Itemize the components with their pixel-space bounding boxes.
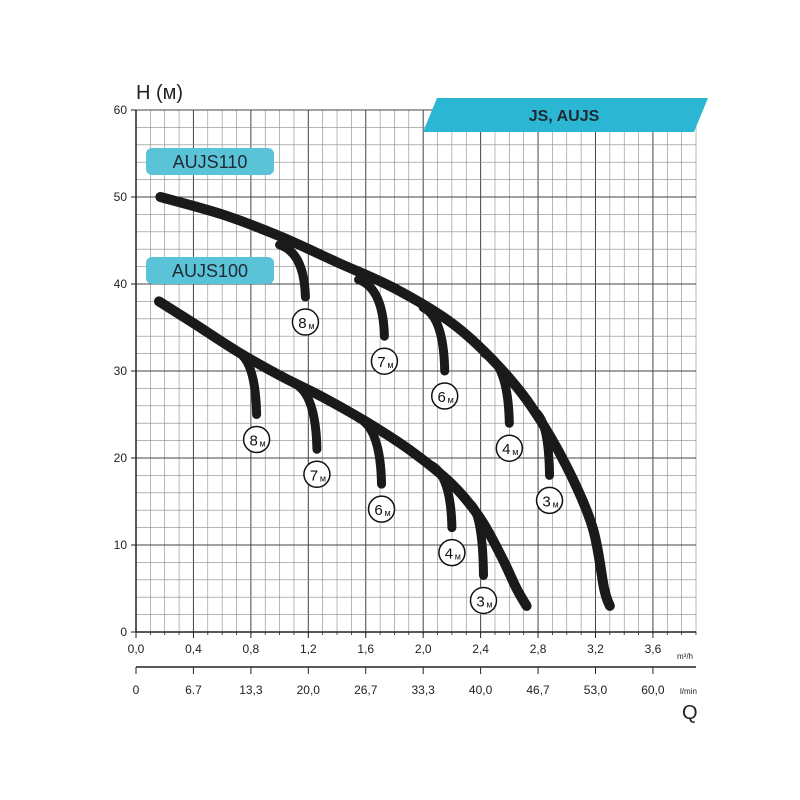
chart-title: JS, AUJS — [529, 108, 600, 125]
suction-height-unit: м — [384, 508, 390, 518]
x-tick-label: 1,2 — [300, 642, 317, 656]
x2-tick-label: 20,0 — [297, 683, 321, 697]
x2-tick-label: 33,3 — [411, 683, 435, 697]
suction-height-label: 4 — [502, 441, 510, 458]
header-banner — [423, 98, 708, 132]
suction-height-label-circle — [367, 495, 396, 523]
suction-height-unit: м — [512, 447, 518, 457]
suction-drop-curve — [275, 240, 310, 302]
x-axis-primary-ticks: 0,0 0,4 0,8 1,2 1,6 2,0 2,4 2,8 3,2 3,6 — [128, 632, 697, 656]
suction-height-label-circle — [291, 308, 320, 336]
x2-tick-label: 13,3 — [239, 683, 263, 697]
suction-drop-curve — [354, 275, 389, 341]
legend-badge-aujs110 — [146, 148, 274, 175]
x2-tick-label: 60,0 — [641, 683, 665, 697]
y-axis-ticks: 0 10 20 30 40 50 60 — [114, 103, 136, 639]
x2-tick-label: 40,0 — [469, 683, 493, 697]
suction-height-label: 6 — [374, 502, 382, 519]
suction-height-label: 3 — [542, 493, 550, 510]
x-axis-secondary-ticks: 0 6.7 13,3 20,0 26,7 33,3 40,0 46,7 53,0 60,0 — [133, 667, 665, 697]
suction-height-label: 6 — [438, 389, 446, 406]
series-line-aujs100 — [153, 296, 532, 611]
x-tick-label: 0,4 — [185, 642, 202, 656]
x-tick-label: 2,8 — [530, 642, 547, 656]
y-tick-label: 60 — [114, 103, 128, 117]
suction-height-label: 8 — [249, 433, 257, 450]
suction-height-unit: м — [552, 499, 558, 509]
suction-height-unit: м — [320, 473, 326, 483]
x-tick-label: 3,2 — [587, 642, 604, 656]
y-tick-label: 50 — [114, 190, 128, 204]
legend-label-aujs100: AUJS100 — [172, 261, 248, 281]
suction-height-label-circle — [303, 460, 331, 489]
x-tick-label: 3,6 — [645, 642, 662, 656]
drop-labels-layer: 8 м7 м6 м4 м3 м8 м7 м6 м4 м3 м — [242, 308, 564, 615]
suction-height-label-circle — [535, 486, 564, 515]
suction-height-label-circle — [495, 434, 524, 462]
suction-height-label-circle — [370, 347, 399, 375]
suction-height-label-circle — [438, 538, 466, 567]
x2-tick-label: 53,0 — [584, 683, 608, 697]
minor-grid — [135, 109, 697, 633]
suction-height-label-circle — [242, 425, 271, 454]
suction-height-label-circle — [430, 382, 459, 410]
x-tick-label: 1,6 — [357, 642, 374, 656]
y-tick-label: 30 — [114, 364, 128, 378]
legend-label-aujs110: AUJS110 — [173, 152, 248, 172]
suction-height-unit: м — [486, 599, 492, 609]
x2-tick-label: 6.7 — [185, 683, 202, 697]
x-tick-label: 2,0 — [415, 642, 432, 656]
legend-badge-aujs100 — [146, 257, 274, 284]
x-axis-primary-unit: m³/h — [677, 652, 693, 661]
suction-height-unit: м — [448, 395, 454, 405]
suction-height-label: 7 — [377, 354, 385, 371]
suction-height-label: 7 — [310, 467, 318, 484]
suction-height-label: 8 — [298, 315, 306, 332]
x-axis-secondary-unit: l/min — [680, 687, 697, 696]
suction-height-label-circle — [469, 586, 498, 615]
series-layer — [153, 192, 615, 611]
y-tick-label: 0 — [120, 625, 127, 639]
suction-height-label: 4 — [445, 546, 453, 563]
y-tick-label: 40 — [114, 277, 128, 291]
x-tick-label: 0,0 — [128, 642, 145, 656]
x2-tick-label: 46,7 — [526, 683, 550, 697]
suction-height-unit: м — [260, 439, 266, 449]
series-line-aujs110 — [155, 192, 615, 611]
suction-height-label: 3 — [476, 593, 484, 610]
x-tick-label: 0,8 — [243, 642, 260, 656]
suction-height-unit: м — [455, 552, 461, 562]
suction-height-unit: м — [308, 321, 314, 331]
x2-tick-label: 0 — [133, 683, 140, 697]
y-axis-title: H (м) — [136, 82, 183, 104]
suction-height-unit: м — [387, 360, 393, 370]
x2-tick-label: 26,7 — [354, 683, 378, 697]
x-axis-title: Q — [682, 702, 698, 724]
y-tick-label: 20 — [114, 451, 128, 465]
x-tick-label: 2,4 — [472, 642, 489, 656]
y-tick-label: 10 — [114, 538, 128, 552]
